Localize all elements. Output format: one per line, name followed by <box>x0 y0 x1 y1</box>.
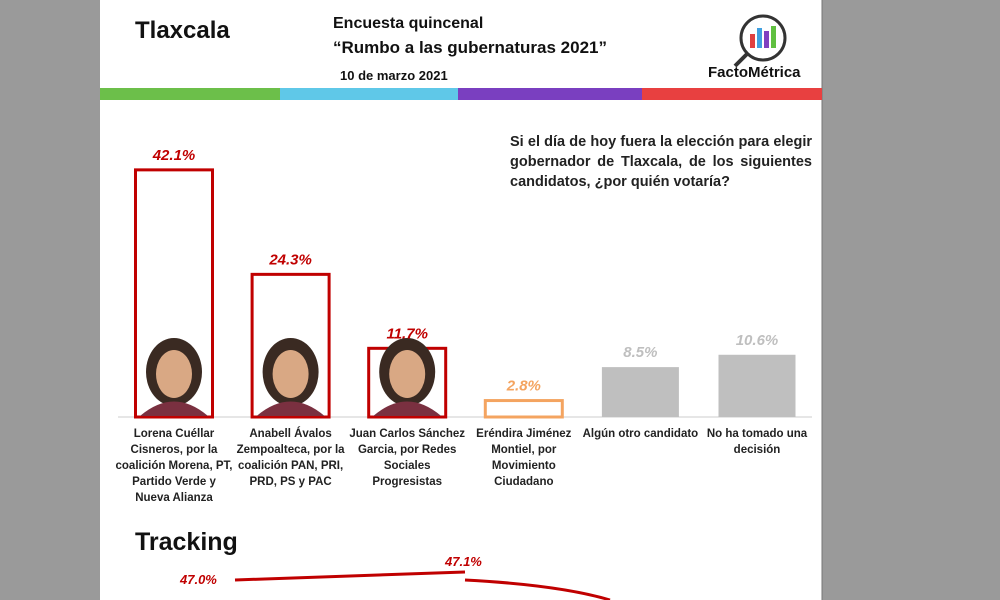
category-label: Anabell Ávalos Zempoalteca, por la coali… <box>236 428 345 488</box>
portrait-body <box>256 401 325 416</box>
stripe <box>642 88 822 100</box>
tracking-continuation <box>464 578 611 600</box>
tracking-label: 47.0% <box>179 572 217 587</box>
bar <box>718 354 796 417</box>
subtitle: “Rumbo a las gubernaturas 2021” <box>333 38 607 57</box>
tracking-title: Tracking <box>135 528 238 556</box>
category-label: Lorena Cuéllar Cisneros, por la coalició… <box>115 428 233 504</box>
category-label: Algún otro candidato <box>582 428 699 440</box>
stripe <box>100 88 280 100</box>
portrait-face <box>156 350 192 398</box>
category-label: Eréndira Jiménez Montiel, por Movimiento… <box>476 428 572 488</box>
category-label: No ha tomado una decisión <box>706 428 808 456</box>
date: 10 de marzo 2021 <box>340 68 448 83</box>
portrait-face <box>272 350 309 398</box>
title: Encuesta quincenal <box>333 15 483 32</box>
bar <box>483 399 564 419</box>
portrait-body <box>140 401 208 416</box>
value-label: 8.5% <box>623 344 657 361</box>
state: Tlaxcala <box>135 17 230 44</box>
value-label: 42.1% <box>152 147 196 164</box>
brand: FactoMétrica <box>708 64 801 81</box>
bar <box>601 367 679 417</box>
value-label: 24.3% <box>268 251 312 268</box>
category-label: Juan Carlos Sánchez Garcia, por Redes So… <box>349 428 466 488</box>
stripe <box>458 88 642 100</box>
value-label: 11.7% <box>386 325 427 342</box>
value-label: 10.6% <box>736 332 779 349</box>
portrait-face <box>389 350 426 398</box>
portrait-body <box>373 401 442 416</box>
tracking-line <box>234 570 466 582</box>
value-label: 2.8% <box>506 378 541 395</box>
stripe <box>280 88 458 100</box>
question: Si el día de hoy fuera la elección para … <box>510 134 812 190</box>
tracking-label: 47.1% <box>444 554 482 569</box>
logo: FactoMétrica <box>708 14 801 81</box>
